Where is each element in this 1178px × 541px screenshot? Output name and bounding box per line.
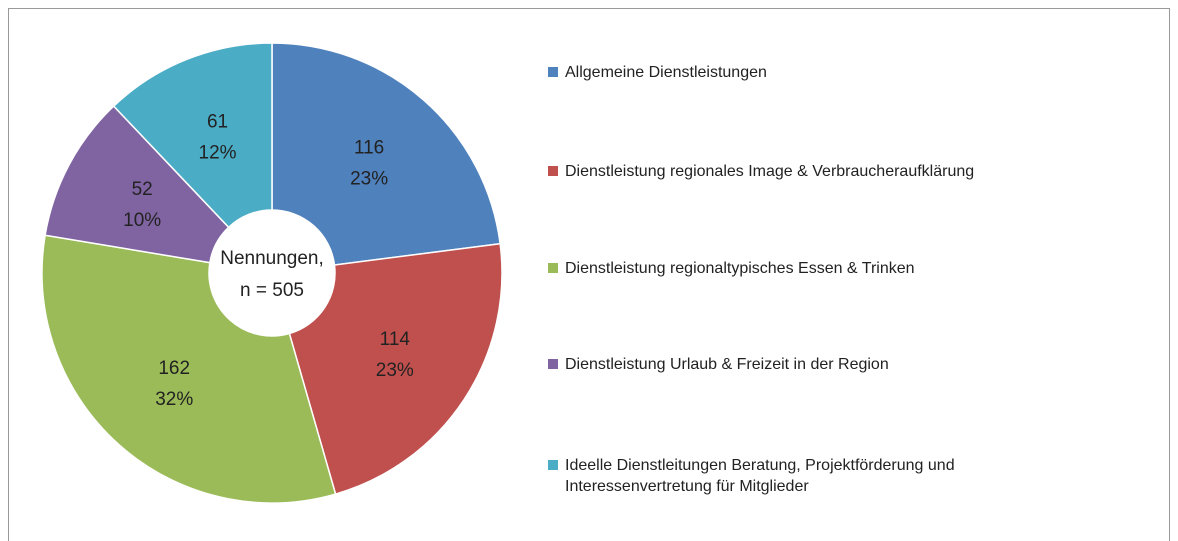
value-label: 61 — [207, 111, 228, 132]
legend-swatch — [548, 67, 558, 77]
legend-item: Dienstleistung regionaltypisches Essen &… — [548, 258, 1048, 279]
percent-label: 10% — [123, 210, 161, 231]
legend-swatch — [548, 166, 558, 176]
legend-label: Ideelle Dienstleitungen Beratung, Projek… — [565, 457, 955, 495]
legend-label: Dienstleistung Urlaub & Freizeit in der … — [565, 356, 889, 373]
percent-label: 32% — [155, 389, 193, 410]
legend-swatch — [548, 460, 558, 470]
value-label: 52 — [132, 179, 153, 200]
donut-slice — [288, 242, 503, 495]
legend-item: Dienstleistung Urlaub & Freizeit in der … — [548, 354, 1048, 375]
donut-slice — [271, 42, 501, 266]
donut-slice — [44, 105, 230, 264]
legend-swatch — [548, 263, 558, 273]
frame — [8, 8, 1170, 541]
donut-slice — [41, 234, 337, 504]
percent-label: 23% — [376, 360, 414, 381]
donut-slice — [112, 42, 273, 229]
center-label: n = 505 — [240, 280, 304, 301]
center-label: Nennungen, — [220, 248, 324, 269]
percent-label: 23% — [350, 169, 388, 190]
value-label: 116 — [354, 138, 384, 159]
legend-item: Dienstleistung regionales Image & Verbra… — [548, 161, 1048, 182]
value-label: 114 — [380, 329, 411, 350]
legend-swatch — [548, 359, 558, 369]
legend-label: Dienstleistung regionales Image & Verbra… — [565, 163, 975, 180]
legend-label: Allgemeine Dienstleistungen — [565, 64, 767, 81]
percent-label: 12% — [199, 142, 237, 163]
value-label: 162 — [158, 358, 190, 379]
legend-label: Dienstleistung regionaltypisches Essen &… — [565, 260, 915, 277]
legend-item: Ideelle Dienstleitungen Beratung, Projek… — [548, 455, 1048, 497]
legend-item: Allgemeine Dienstleistungen — [548, 62, 1048, 83]
